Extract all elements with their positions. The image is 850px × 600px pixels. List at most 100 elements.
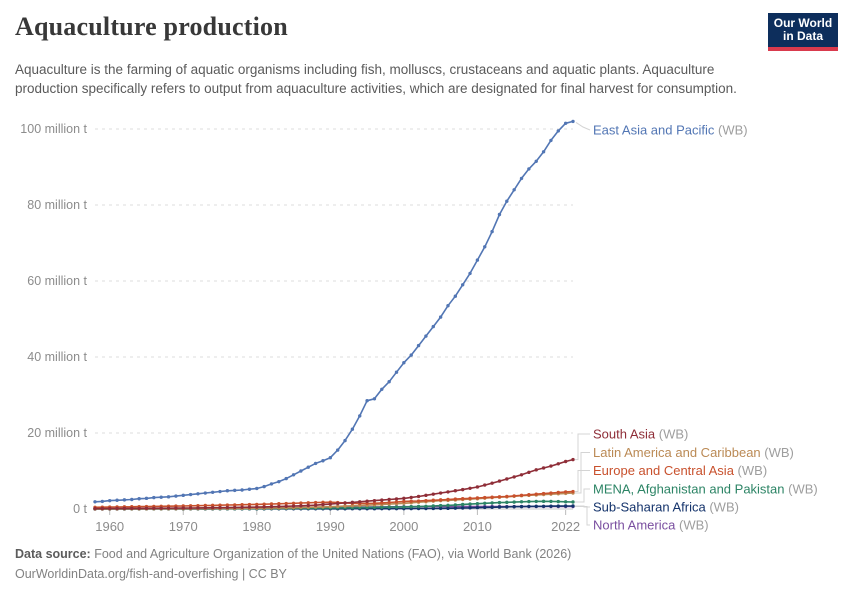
data-point-marker — [255, 505, 259, 509]
data-point-marker — [460, 497, 465, 501]
data-point-marker — [409, 505, 413, 509]
series-end-label-south-asia[interactable]: South Asia (WB) — [593, 427, 688, 442]
series-end-label-east-asia-and-pacific[interactable]: East Asia and Pacific (WB) — [593, 123, 748, 138]
data-point-marker — [402, 496, 406, 501]
label-connector — [575, 470, 590, 493]
owid-url-link[interactable]: OurWorldinData.org/fish-and-overfishing — [15, 567, 239, 581]
data-point-marker — [431, 498, 435, 502]
data-point-marker — [166, 506, 171, 510]
series-end-label-europe-and-central-asia[interactable]: Europe and Central Asia (WB) — [593, 463, 767, 478]
data-point-marker — [519, 493, 524, 498]
data-point-marker — [306, 465, 310, 469]
data-point-marker — [152, 495, 156, 500]
x-tick-label: 2000 — [389, 519, 418, 534]
data-point-marker — [299, 501, 303, 505]
chart-area: 0 t 20 million t 40 million t 60 million t 8… — [0, 115, 850, 545]
series-line-south-asia[interactable] — [93, 457, 575, 511]
data-point-marker — [431, 504, 435, 508]
data-point-marker — [328, 502, 333, 506]
data-point-marker — [424, 504, 428, 508]
series-end-label-north-america[interactable]: North America (WB) — [593, 518, 709, 533]
data-point-marker — [291, 501, 296, 505]
data-point-marker — [563, 459, 568, 464]
data-point-marker — [483, 245, 487, 249]
x-tick-label: 1980 — [242, 519, 271, 534]
data-point-marker — [483, 483, 487, 487]
data-source-text: Food and Agriculture Organization of the… — [94, 547, 572, 561]
line-chart-canvas[interactable]: 0 t 20 million t 40 million t 60 million t 8… — [0, 115, 850, 545]
series-path — [94, 490, 574, 509]
data-point-marker — [335, 504, 340, 509]
data-point-marker — [210, 503, 215, 508]
series-end-label-sub-saharan-africa[interactable]: Sub-Saharan Africa (WB) — [593, 500, 739, 515]
data-point-marker — [402, 505, 406, 509]
data-point-marker — [269, 482, 274, 486]
x-tick-label: 1990 — [316, 519, 345, 534]
data-point-marker — [556, 504, 560, 508]
data-point-marker — [541, 150, 546, 154]
series-line-east-asia-and-pacific[interactable] — [93, 119, 575, 504]
data-point-marker — [563, 504, 568, 508]
data-point-marker — [505, 505, 509, 509]
x-tick-label: 2010 — [463, 519, 492, 534]
y-tick-label: 0 t — [73, 502, 87, 516]
data-point-marker — [475, 496, 480, 500]
data-point-marker — [460, 506, 465, 510]
data-point-marker — [262, 484, 266, 489]
data-point-marker — [144, 506, 149, 511]
data-point-marker — [490, 501, 494, 505]
data-point-marker — [527, 470, 531, 475]
y-tick-label: 40 million t — [27, 350, 87, 364]
data-point-marker — [438, 503, 443, 508]
series-end-label-mena-afghanistan-and-pakistan[interactable]: MENA, Afghanistan and Pakistan (WB) — [593, 482, 818, 497]
data-point-marker — [372, 397, 377, 401]
data-point-marker — [556, 462, 560, 466]
data-point-marker — [380, 505, 384, 509]
data-point-marker — [321, 502, 325, 507]
data-point-marker — [372, 505, 377, 510]
series-end-label-latin-america-and-caribbean[interactable]: Latin America and Caribbean (WB) — [593, 445, 794, 460]
data-point-marker — [108, 498, 112, 503]
data-point-marker — [534, 499, 538, 504]
data-point-marker — [460, 502, 465, 507]
data-point-marker — [387, 380, 391, 384]
data-point-marker — [313, 461, 318, 466]
data-point-marker — [372, 501, 377, 505]
data-point-marker — [490, 481, 494, 485]
data-point-marker — [269, 502, 274, 506]
data-point-marker — [174, 494, 178, 498]
data-point-marker — [402, 361, 406, 365]
x-tick-label: 1960 — [95, 519, 124, 534]
data-point-marker — [233, 505, 237, 510]
data-point-marker — [446, 304, 450, 308]
data-point-marker — [306, 503, 310, 508]
data-point-marker — [512, 494, 516, 498]
y-tick-label: 60 million t — [27, 274, 87, 288]
data-point-marker — [497, 500, 502, 505]
data-point-marker — [233, 488, 237, 493]
data-source-line: Data source: Food and Agriculture Organi… — [15, 544, 835, 564]
data-point-marker — [240, 488, 244, 492]
data-point-marker — [233, 503, 237, 507]
data-point-marker — [137, 506, 141, 511]
data-point-marker — [255, 486, 259, 491]
data-point-marker — [475, 501, 480, 506]
chart-footer: Data source: Food and Agriculture Organi… — [15, 544, 835, 584]
data-point-marker — [505, 199, 509, 203]
data-point-marker — [453, 506, 458, 510]
data-point-marker — [497, 212, 502, 217]
data-point-marker — [335, 448, 340, 452]
data-point-marker — [453, 294, 458, 298]
data-point-marker — [541, 499, 546, 504]
data-point-marker — [313, 503, 318, 507]
data-point-marker — [438, 498, 443, 502]
owid-logo[interactable]: Our World in Data — [768, 13, 838, 51]
data-point-marker — [512, 505, 516, 509]
data-point-marker — [225, 505, 230, 510]
data-point-marker — [409, 495, 413, 500]
data-point-marker — [416, 494, 421, 499]
data-point-marker — [453, 503, 458, 507]
data-point-marker — [549, 138, 553, 143]
data-point-marker — [527, 504, 531, 509]
data-point-marker — [549, 499, 553, 504]
